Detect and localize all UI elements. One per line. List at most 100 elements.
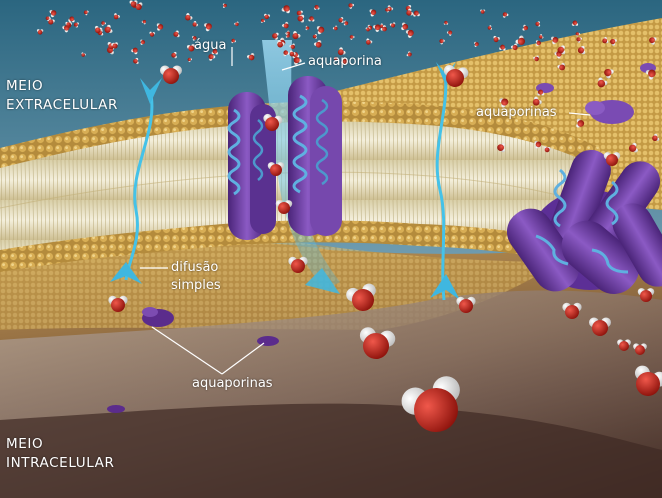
aquaporin-small-top-2 [585,101,605,115]
water-molecule [113,13,120,20]
water-molecule [603,152,621,166]
water-molecule [264,13,271,20]
water-molecule [222,3,227,8]
water-molecule [610,38,617,46]
water-molecule [288,256,308,273]
water-molecule [83,10,89,16]
water-molecule [497,142,506,153]
diffusion-arrow-right-bottom [430,274,460,300]
water-flow-arrowhead [305,268,340,294]
water-molecule [349,35,355,40]
water-molecule [365,27,371,32]
water-molecule [385,7,390,13]
water-molecule [208,54,216,61]
water-molecule [187,57,193,63]
water-molecule [305,25,310,31]
water-molecule [283,50,290,57]
water-molecule [443,65,469,87]
water-molecule [297,14,305,23]
water-molecule [380,25,387,32]
label-difusao: difusão [171,260,219,275]
water-molecule [487,25,493,30]
label-meio-extracelular-line2: EXTRACELULAR [6,97,118,113]
water-molecule [293,57,302,65]
water-molecule [551,36,559,45]
label-aquaporinas-bottom: aquaporinas [192,376,273,391]
water-molecule [652,133,660,142]
water-molecule [366,38,373,45]
water-molecule [532,96,542,106]
water-molecule [389,22,396,28]
water-molecule [456,296,476,313]
water-molecule [359,327,396,359]
water-molecules [36,0,662,432]
water-molecule [401,22,409,31]
water-molecule [156,23,164,31]
diffusion-path-left [124,89,154,281]
cell-interior-shadow [0,403,662,498]
water-molecule [211,49,218,55]
water-molecule [577,45,586,55]
water-molecule [149,31,156,37]
water-molecule [104,24,113,34]
water-molecule [369,9,377,17]
water-molecule [49,9,57,18]
water-molecule [316,26,325,35]
water-molecule [597,77,608,88]
water-molecule [346,283,376,311]
water-molecule [406,8,414,16]
water-molecule [129,0,138,8]
water-molecule [308,16,315,22]
label-aquaporina: aquaporina [308,54,382,69]
water-molecule [101,21,106,26]
water-molecule [247,53,255,61]
water-molecule [343,20,349,26]
water-molecule [111,42,119,49]
label-meio-extracelular-line1: MEIO [6,78,44,94]
water-molecule [234,21,239,27]
water-molecule [537,89,545,96]
water-molecule [192,21,199,27]
water-molecule [645,69,656,80]
water-molecule [401,376,460,432]
label-simples: simples [171,278,221,293]
water-molecule [413,10,420,17]
label-difusao-simples: difusão simples [171,259,221,295]
water-molecule [186,44,196,52]
water-molecule [534,140,542,149]
water-molecule [65,21,72,27]
water-molecule [576,118,585,128]
water-molecule [313,4,320,10]
water-molecule [406,51,412,57]
water-molecule [617,339,631,351]
water-molecule [333,56,339,62]
water-molecule [373,24,381,32]
water-molecule [544,146,551,153]
water-molecule [292,31,301,40]
water-molecule [575,32,581,37]
water-molecule [515,35,525,45]
water-molecule [68,16,75,23]
water-molecule [160,65,182,84]
water-molecule [192,35,197,41]
water-molecule [522,24,528,31]
water-molecule [171,51,177,59]
water-molecule [281,5,290,14]
water-molecule [285,33,290,38]
water-molecule [260,18,266,23]
water-molecule [108,295,128,312]
water-molecule [557,45,566,55]
label-meio-extracelular: MEIO EXTRACELULAR [6,77,118,115]
water-molecule [562,302,582,319]
water-molecule [348,3,355,9]
water-molecule [538,34,544,39]
water-molecule [649,37,657,45]
callout-lines [140,47,591,375]
label-meio-intracelular-line2: INTRACELULAR [6,455,115,471]
water-molecule [277,40,285,48]
water-molecule [141,19,146,25]
water-molecule [62,25,70,33]
water-molecule [296,10,303,17]
water-flow-channel [262,40,340,290]
